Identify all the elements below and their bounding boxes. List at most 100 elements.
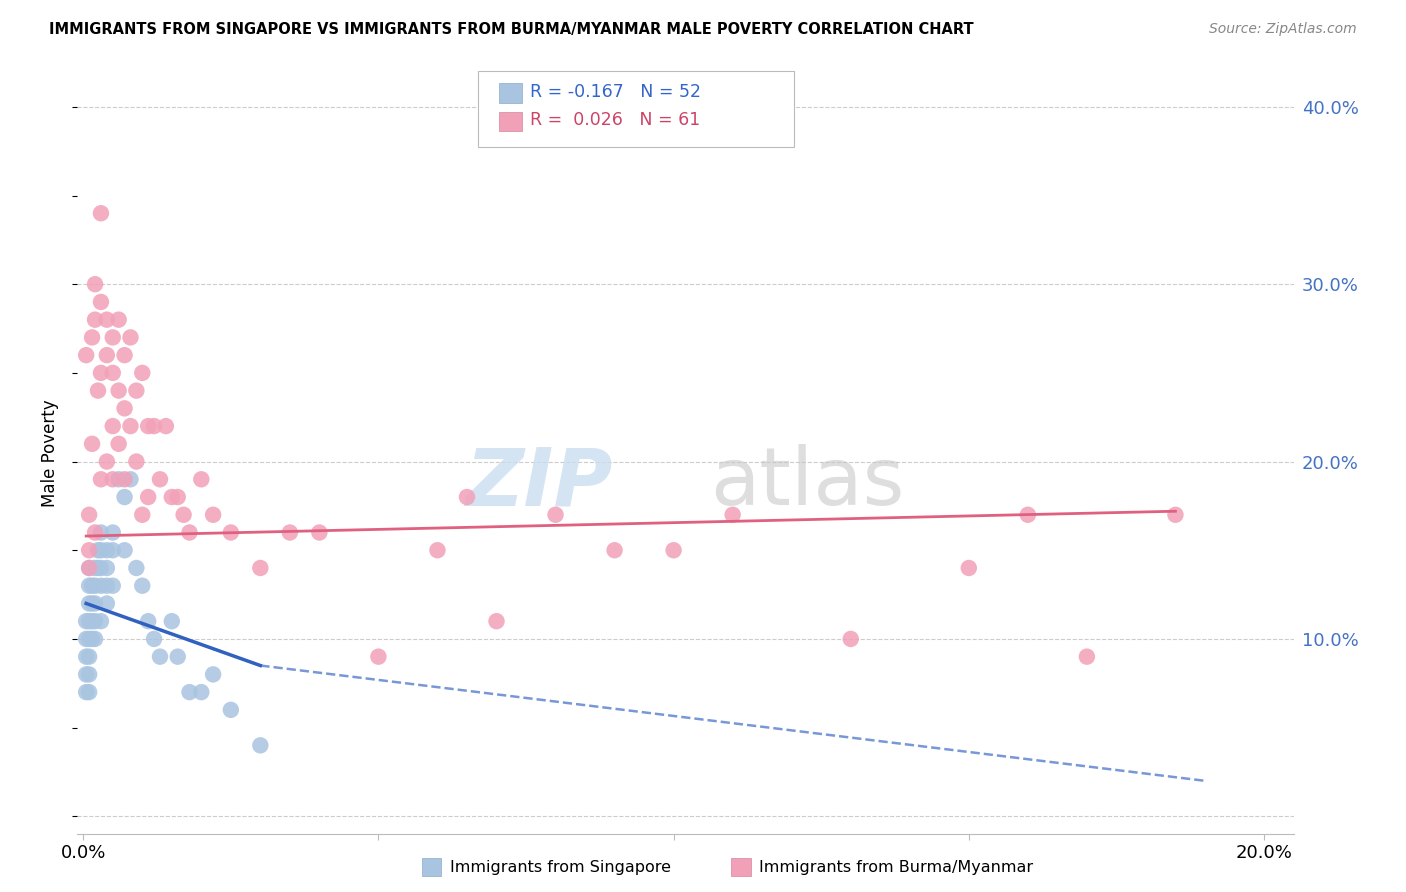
Point [84,579,107,593]
Point [77,579,100,593]
Point [125,454,148,468]
Point [101,525,124,540]
Point [84,561,107,575]
Point [125,561,148,575]
Point [131,579,153,593]
Point [96,454,118,468]
Point [131,508,153,522]
Point [957,561,980,575]
Point [101,543,124,558]
Point [90,543,112,558]
Point [131,366,153,380]
Point [90,579,112,593]
Point [77,543,100,558]
Point [155,419,177,434]
Point [190,685,212,699]
Point [179,525,201,540]
Text: Source: ZipAtlas.com: Source: ZipAtlas.com [1209,22,1357,37]
Point [114,472,136,486]
Point [202,508,225,522]
Point [107,472,129,486]
Point [114,401,136,416]
Point [77,685,100,699]
Point [96,348,118,362]
Point [308,525,330,540]
Point [90,525,112,540]
Point [75,632,97,646]
Point [101,330,124,344]
Point [96,579,118,593]
Point [662,543,685,558]
Point [1076,649,1098,664]
Point [75,348,97,362]
Point [219,703,242,717]
Text: atlas: atlas [710,444,904,522]
Point [114,543,136,558]
Point [721,508,744,522]
Point [249,561,271,575]
Point [166,490,188,504]
Point [84,312,107,326]
Point [143,632,166,646]
Point [179,685,201,699]
Point [101,472,124,486]
Point [84,525,107,540]
Point [120,330,142,344]
Point [75,667,97,681]
Point [75,614,97,628]
Point [603,543,626,558]
Point [87,384,110,398]
Text: Immigrants from Singapore: Immigrants from Singapore [450,860,671,874]
Point [90,294,112,309]
Point [125,384,148,398]
Point [101,366,124,380]
Point [77,561,100,575]
Y-axis label: Male Poverty: Male Poverty [41,399,59,507]
Point [90,561,112,575]
Point [77,632,100,646]
Point [77,597,100,611]
Point [96,561,118,575]
Point [75,685,97,699]
Point [80,579,103,593]
Point [839,632,862,646]
Point [80,632,103,646]
Point [77,561,100,575]
Point [114,348,136,362]
Point [107,312,129,326]
Point [160,490,183,504]
Point [190,472,212,486]
Point [77,649,100,664]
Point [136,419,159,434]
Point [87,543,110,558]
Point [96,597,118,611]
Point [84,277,107,292]
Point [80,614,103,628]
Point [278,525,301,540]
Point [80,597,103,611]
Point [1017,508,1039,522]
Point [90,366,112,380]
Point [84,597,107,611]
Point [149,472,172,486]
Point [107,384,129,398]
Point [80,437,103,451]
Point [120,472,142,486]
Point [160,614,183,628]
Point [149,649,172,664]
Point [87,561,110,575]
Point [75,649,97,664]
Text: Immigrants from Burma/Myanmar: Immigrants from Burma/Myanmar [759,860,1033,874]
Point [77,508,100,522]
Point [101,579,124,593]
Text: R = -0.167   N = 52: R = -0.167 N = 52 [530,83,702,101]
Point [485,614,508,628]
Point [544,508,567,522]
Point [96,543,118,558]
Point [219,525,242,540]
Point [77,614,100,628]
Point [143,419,166,434]
Point [166,649,188,664]
Point [84,632,107,646]
Point [96,312,118,326]
